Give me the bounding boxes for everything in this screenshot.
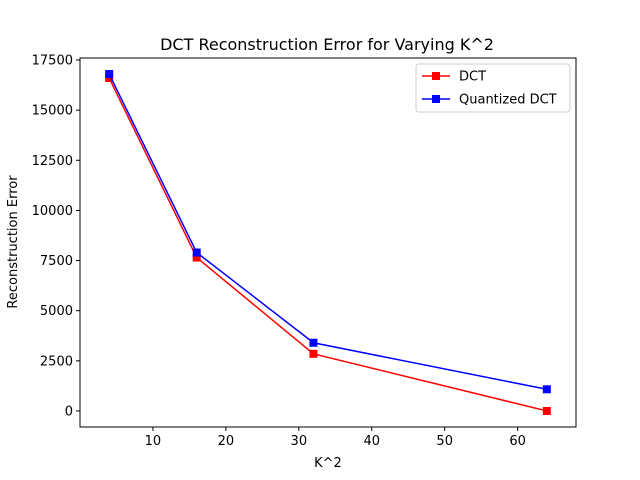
y-tick-label: 0 <box>65 404 73 419</box>
x-tick-label: 60 <box>509 434 526 449</box>
x-tick-label: 10 <box>145 434 162 449</box>
chart-title: DCT Reconstruction Error for Varying K^2 <box>160 35 494 54</box>
y-tick-label: 7500 <box>40 254 73 269</box>
x-axis-label: K^2 <box>314 456 342 471</box>
plot-frame <box>79 57 577 428</box>
y-tick-label: 12500 <box>32 154 73 169</box>
data-point <box>105 74 114 83</box>
legend-label: DCT <box>459 70 486 85</box>
legend-label: Quantized DCT <box>459 93 557 108</box>
data-point <box>309 349 318 358</box>
data-point <box>309 338 318 347</box>
legend-marker <box>432 95 440 103</box>
data-point <box>192 253 201 262</box>
data-point <box>542 385 551 394</box>
series-line-1 <box>108 77 548 412</box>
y-tick-label: 17500 <box>32 54 73 69</box>
legend: DCT Quantized DCT <box>415 63 571 113</box>
series-line-2 <box>108 73 547 391</box>
x-tick-label: 50 <box>436 434 453 449</box>
y-axis-label: Reconstruction Error <box>6 175 21 309</box>
legend-marker <box>432 72 440 80</box>
data-point <box>192 248 201 257</box>
legend-box <box>415 63 571 113</box>
x-tick-label: 40 <box>363 434 380 449</box>
y-tick-label: 2500 <box>40 354 73 369</box>
y-tick-label: 10000 <box>32 204 73 219</box>
x-tick-label: 20 <box>218 434 235 449</box>
x-tick-label: 30 <box>291 434 308 449</box>
data-point <box>105 70 114 79</box>
y-tick-label: 15000 <box>32 104 73 119</box>
y-tick-label: 5000 <box>40 304 73 319</box>
data-point <box>542 406 551 415</box>
